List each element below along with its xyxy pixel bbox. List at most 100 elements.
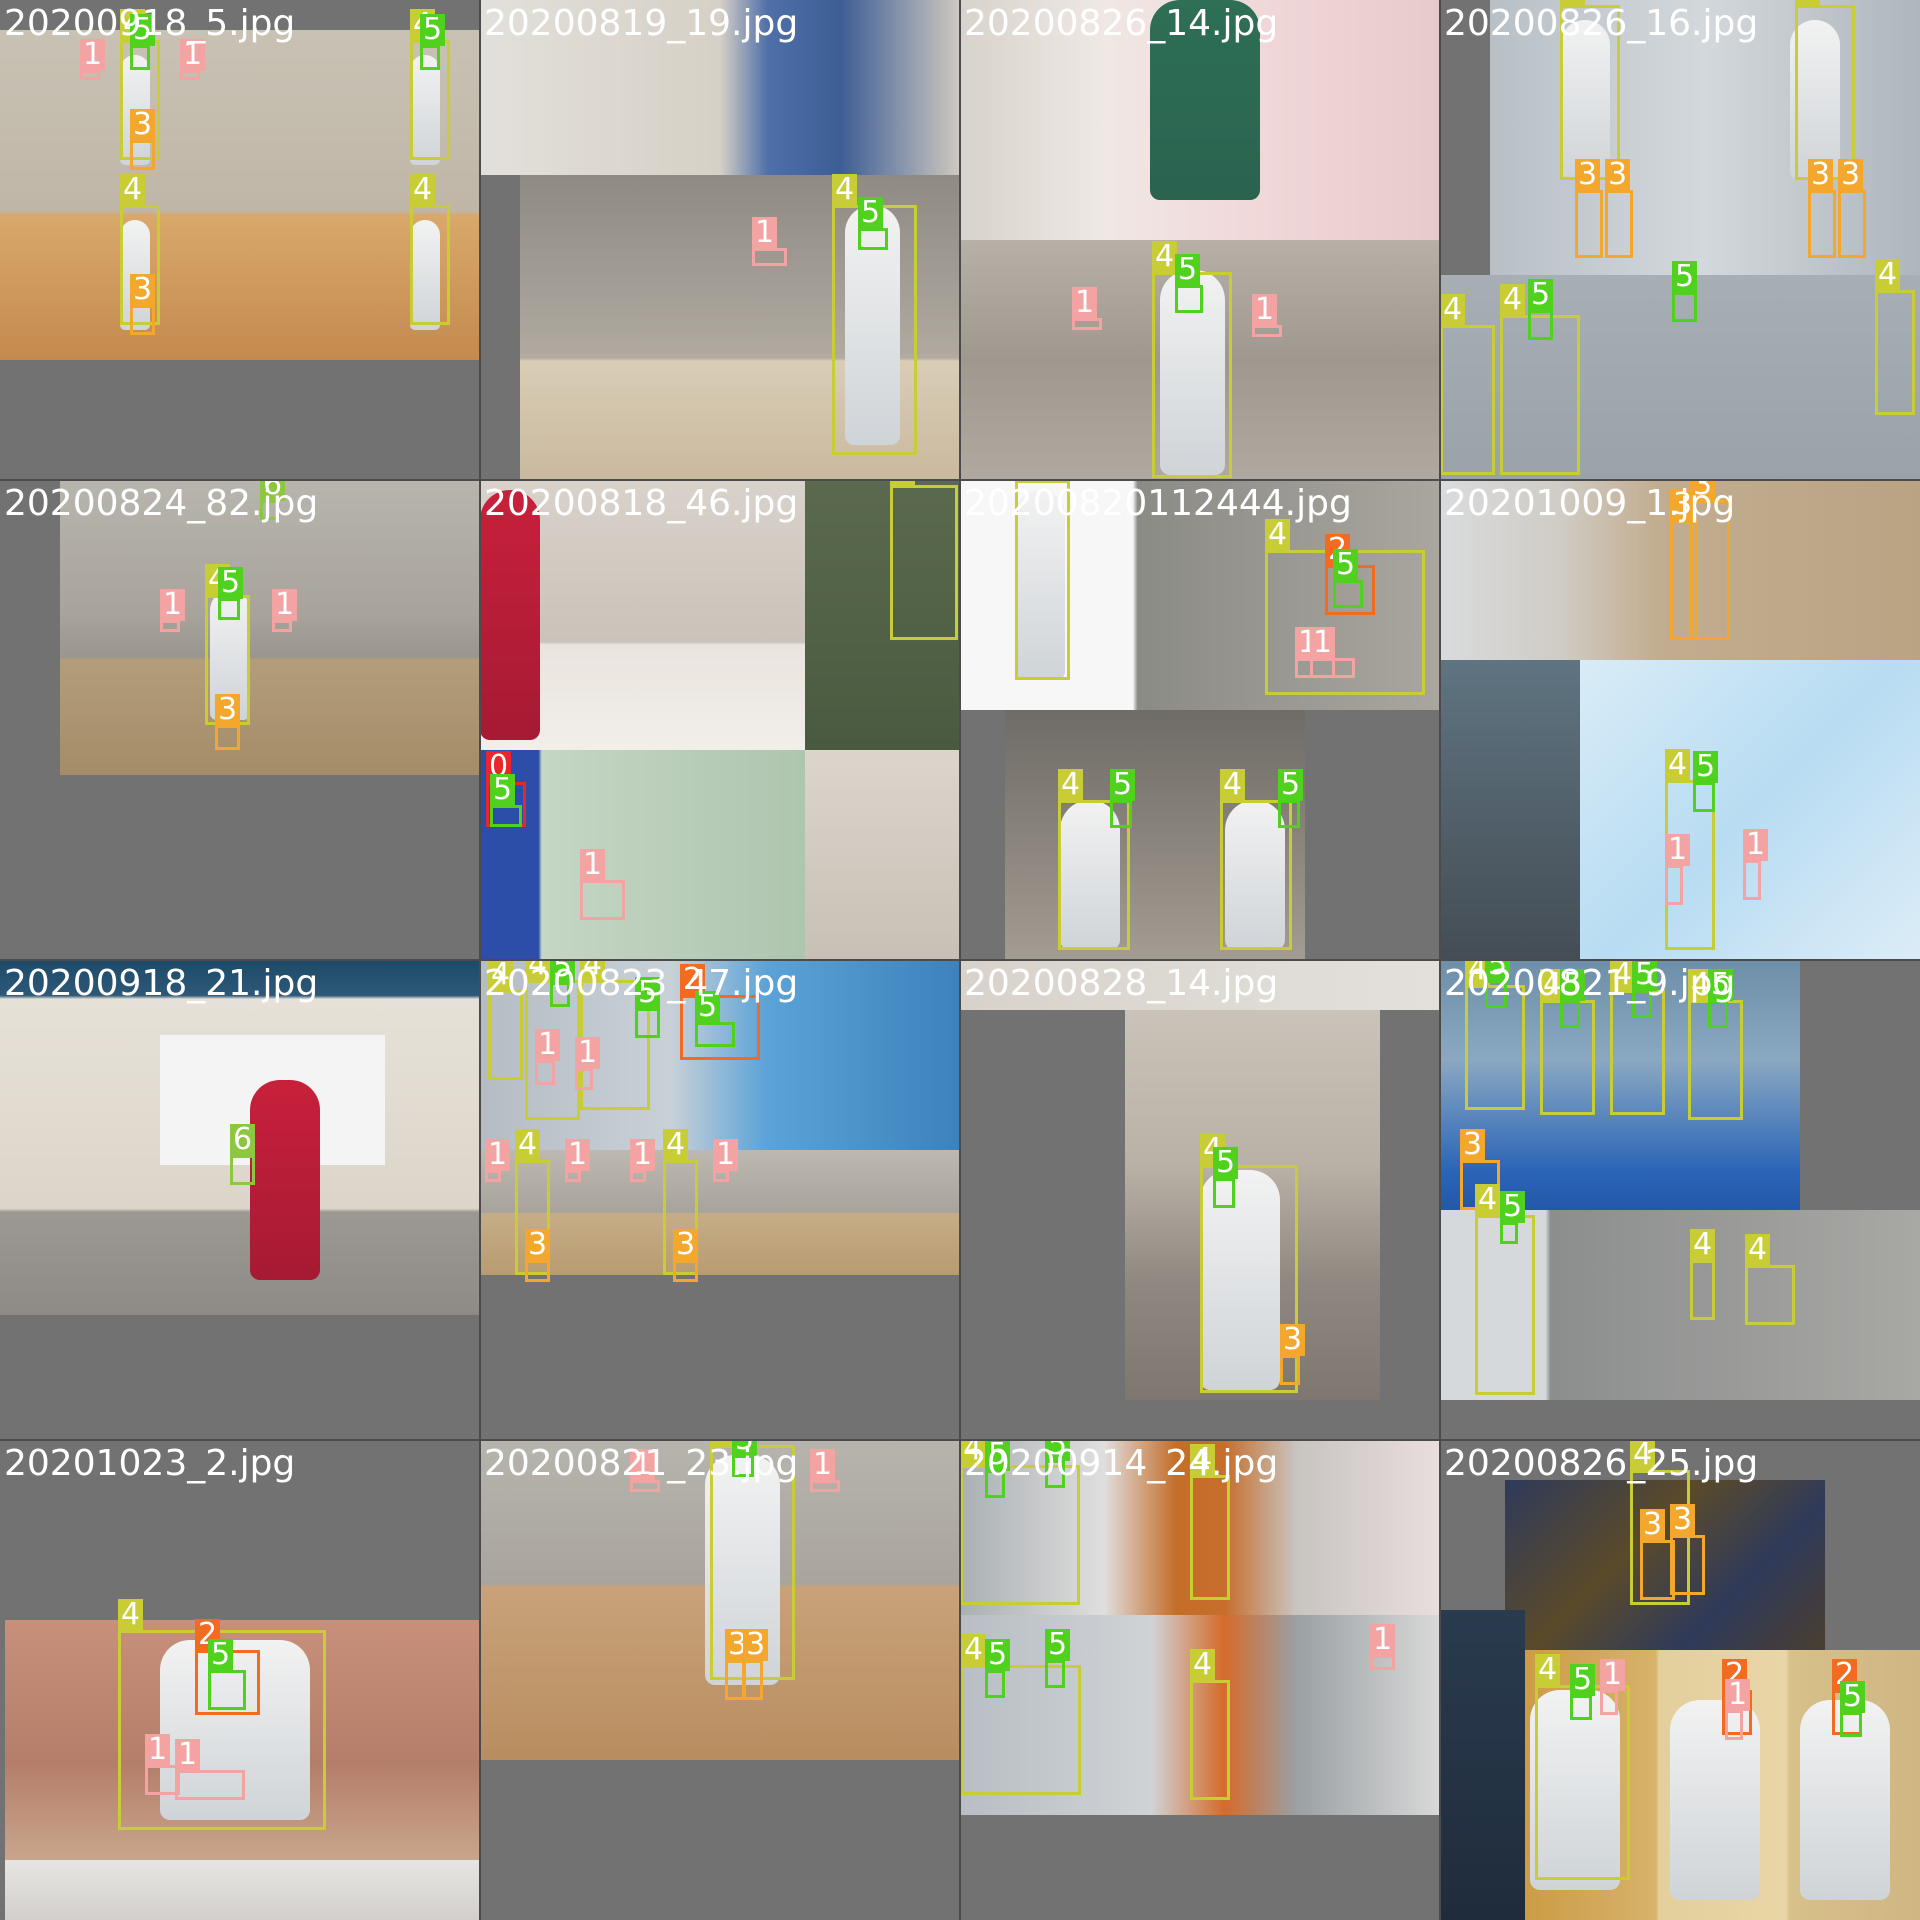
bbox-class-3: 3 [1605,159,1633,258]
bbox-label: 5 [985,1440,1011,1471]
bbox-label: 5 [208,1639,234,1671]
bbox-label: 3 [1575,159,1601,191]
bbox-label: 1 [630,1449,656,1481]
bbox-label: 5 [1278,769,1304,801]
bbox-class-3: 3 [743,1629,769,1700]
person-figure [410,220,440,330]
bbox-class-4: 4 [1745,1234,1795,1325]
bbox-class-1: 1 [630,1139,656,1182]
tile-filename: 20200821_9.jpg [1444,963,1736,1004]
bbox-label: 3 [1690,480,1716,501]
bbox-label: 4 [1440,294,1466,326]
tile-2: 20200819_19.jpg 4 5 1 [480,0,960,480]
bbox-label: 4 [1535,1654,1561,1686]
tile-filename: 20200828_14.jpg [964,963,1279,1004]
tile-filename: 20200819_19.jpg [484,3,799,44]
photo [1580,660,1920,960]
bbox-label: 5 [1045,1440,1071,1461]
bbox-label: 1 [485,1139,511,1171]
bbox-label: 4 [1795,0,1821,6]
bbox-label: 4 [960,1440,986,1466]
bbox-class-5: 5 [1560,969,1586,1028]
bbox-label: 3 [130,274,156,306]
bbox-class-4: 4 [1440,294,1495,475]
bbox-label: 5 [1485,960,1511,981]
tile-11: 20200828_14.jpg 4 5 3 [960,960,1440,1440]
bbox-class-4: 4 [1875,259,1915,415]
bbox-label: 1 [1665,834,1691,866]
bbox-label: 4 [890,480,916,486]
tile-9: 20200918_21.jpg 6 [0,960,480,1440]
bbox-label: 1 [752,217,778,249]
bbox-label: 5 [420,14,446,46]
bbox-class-3: 3 [215,694,241,750]
bbox-label: 2 [680,964,706,996]
bbox-class-1: 1 [145,1734,180,1795]
bbox-class-1: 1 [1370,1624,1396,1670]
bbox-label: 4 [525,960,551,981]
bbox-label: 5 [218,567,244,599]
bbox-class-4: 4 [488,960,523,1080]
bbox-class-1: 1 [752,217,787,266]
bbox-label: 5 [550,960,576,983]
bbox-class-1: 1 [630,1449,660,1492]
bbox-label: 3 [1838,159,1864,191]
bbox-class-4: 4 [118,1599,326,1830]
bbox-label: 3 [1808,159,1834,191]
bbox-label: 4 [1220,769,1246,801]
person-figure [410,55,440,165]
bbox-class-4: 4 [1795,0,1855,180]
bbox-class-5: 5 [1840,1681,1866,1737]
person-figure [1150,0,1260,200]
person-figure [480,490,540,740]
bbox-label: 4 [1058,769,1084,801]
tile-10: 20200823_47.jpg 4 4 5 4 5 1 1 2 5 4 3 1 … [480,960,960,1440]
photo [1440,1210,1920,1400]
bbox-class-1: 1 [565,1139,591,1182]
bbox-label: 4 [1190,1444,1216,1476]
bbox-label: 4 [1560,0,1586,6]
bbox-class-3: 3 [673,1229,699,1282]
bbox-class-5: 5 [1485,960,1511,1008]
bbox-label: 5 [1175,254,1201,286]
bbox-class-4: 4 [1190,1649,1230,1800]
bbox-class-6: 6 [230,1124,256,1185]
tile-filename: 20200918_21.jpg [4,963,319,1004]
bbox-class-3: 3 [1280,1324,1306,1385]
tile-14: 20200821_23.jpg 4 5 1 1 3 3 [480,1440,960,1920]
bbox-label: 5 [1528,279,1554,311]
tile-filename: 20200914_24.jpg [964,1443,1279,1484]
bbox-class-4: 4 [120,174,160,325]
person-figure [250,1080,320,1280]
bbox-label: 3 [525,1229,551,1261]
bbox-label: 5 [1110,769,1136,801]
bbox-label: 5 [1500,1191,1526,1223]
bbox-label: 1 [180,39,206,71]
tile-filename: 20200826_16.jpg [1444,3,1759,44]
person-figure [1530,1690,1620,1890]
bbox-label: 5 [1672,261,1698,293]
tile-8: 20201009_1.jpg 3 3 4 5 1 1 [1440,480,1920,960]
bbox-class-1: 1 [272,589,298,632]
bbox-label: 5 [130,14,156,46]
tile-filename: 20200824_82.jpg [4,483,319,524]
photo [0,30,480,360]
bbox-class-5: 5 [1528,279,1554,340]
bbox-class-1: 1 [1310,627,1355,678]
bbox-label: 1 [145,1734,171,1766]
bbox-class-5: 5 [858,197,888,250]
bbox-class-5: 5 [420,14,446,70]
bbox-class-3: 3 [725,1629,751,1700]
bbox-label: 5 [1693,751,1719,783]
bbox-class-4: 4 [832,174,917,455]
photo [5,1860,480,1920]
bbox-label: 4 [580,960,606,981]
bbox-label: 1 [80,39,106,71]
bbox-label: 5 [1213,1147,1239,1179]
bbox-label: 4 [1500,284,1526,316]
tile-filename: 20201009_1.jpg [1444,483,1736,524]
tile-6: 20200818_46.jpg 4 0 5 1 [480,480,960,960]
photo [1440,660,1580,960]
tile-filename: 20201023_2.jpg [4,1443,296,1484]
